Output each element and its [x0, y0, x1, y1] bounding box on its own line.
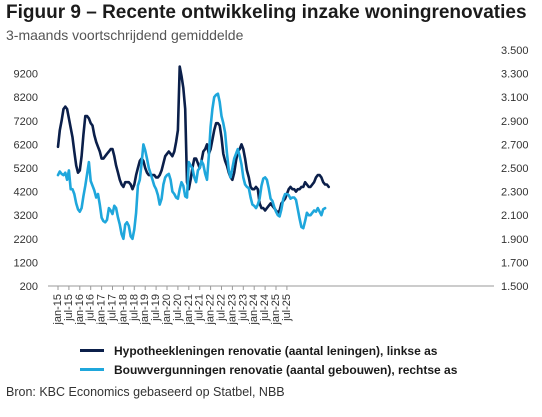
x-tick-label: jul-17 [107, 294, 119, 322]
chart-title: Figuur 9 – Recente ontwikkeling inzake w… [6, 2, 527, 23]
x-tick-label: jan-20 [161, 294, 173, 326]
legend-swatch-leningen [80, 349, 104, 352]
series-line-vergunningen [56, 92, 327, 241]
legend-label-leningen: Hypotheekleningen renovatie (aantal leni… [114, 343, 438, 358]
y-left-tick-label: 200 [20, 281, 38, 293]
y-right-tick-label: 3.500 [501, 45, 529, 57]
x-tick-label: jul-18 [128, 294, 140, 322]
legend-label-vergunningen: Bouwvergunningen renovatie (aantal gebou… [114, 362, 458, 377]
y-left-tick-label: 7200 [14, 116, 38, 128]
x-tick-label: jan-17 [96, 294, 108, 326]
x-tick-label: jul-25 [281, 294, 293, 322]
x-tick-label: jan-22 [205, 294, 217, 326]
y-right-tick-label: 2.300 [501, 187, 529, 199]
x-tick-label: jul-21 [194, 294, 206, 322]
y-right-tick-label: 2.500 [501, 163, 529, 175]
x-tick-label: jul-16 [85, 294, 97, 322]
x-tick-label: jan-19 [139, 294, 151, 326]
x-tick-label: jan-15 [52, 294, 64, 326]
x-tick-label: jul-24 [259, 294, 271, 322]
y-right-tick-label: 1.700 [501, 257, 529, 269]
line-chart: 9200 8200 7200 6200 5200 4200 3200 2200 1200 200 3… [14, 45, 529, 326]
x-tick-label: jul-15 [63, 294, 75, 322]
y-right-tick-label: 2.900 [501, 116, 529, 128]
y-right-tick-label: 3.100 [501, 92, 529, 104]
y-right-tick-label: 2.700 [501, 139, 529, 151]
legend-item-vergunningen: Bouwvergunningen renovatie (aantal gebou… [80, 360, 457, 379]
x-tick-label: jan-23 [226, 294, 238, 326]
y-left-tick-label: 1200 [14, 257, 38, 269]
y-right-tick-label: 2.100 [501, 210, 529, 222]
y-left-tick-label: 5200 [14, 163, 38, 175]
x-tick-label: jan-16 [74, 294, 86, 326]
y-left-tick-label: 3200 [14, 210, 38, 222]
y-right-tick-label: 1.900 [501, 234, 529, 246]
x-tick-label: jan-24 [248, 294, 260, 326]
y-right-tick-label: 1.500 [501, 281, 529, 293]
y-left-tick-label: 6200 [14, 139, 38, 151]
y-right-tick-label: 3.300 [501, 69, 529, 81]
x-tick-label: jul-23 [237, 294, 249, 322]
x-tick-label: jan-21 [183, 294, 195, 326]
chart-subtitle: 3-maands voortschrijdend gemiddelde [6, 27, 244, 43]
x-tick-label: jul-22 [216, 294, 228, 322]
y-left-tick-label: 8200 [14, 92, 38, 104]
legend-item-leningen: Hypotheekleningen renovatie (aantal leni… [80, 341, 457, 360]
y-left-tick-label: 4200 [14, 187, 38, 199]
x-tick-label: jan-18 [117, 294, 129, 326]
y-left-tick-label: 9200 [14, 69, 38, 81]
legend: Hypotheekleningen renovatie (aantal leni… [80, 341, 457, 379]
y-left-tick-label: 2200 [14, 234, 38, 246]
series-line-leningen [56, 65, 331, 215]
legend-swatch-vergunningen [80, 368, 104, 371]
x-tick-label: jul-19 [150, 294, 162, 322]
x-tick-label: jul-20 [172, 294, 184, 322]
x-tick-label: jan-25 [270, 294, 282, 326]
source-note: Bron: KBC Economics gebaseerd op Statbel… [6, 385, 285, 399]
